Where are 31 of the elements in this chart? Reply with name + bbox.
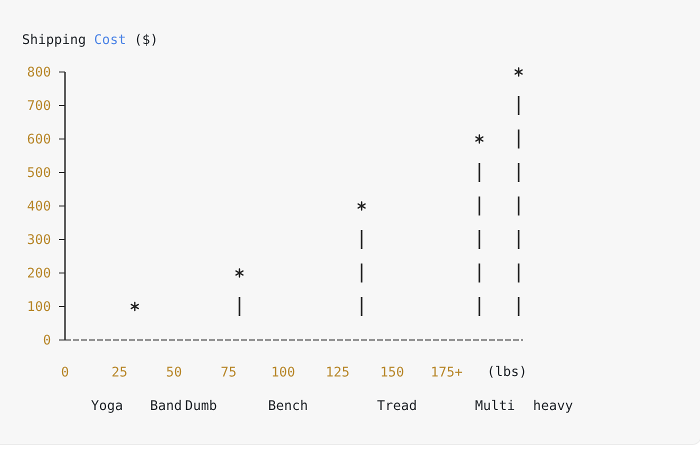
text: Tread <box>377 398 418 416</box>
x-tick-label: 75 <box>220 365 237 380</box>
y-tick-label: 700 <box>26 99 51 114</box>
y-tick-label: 400 <box>26 200 51 215</box>
point <box>235 268 244 278</box>
point <box>475 134 484 144</box>
text: Bench <box>268 398 308 416</box>
y-axis-title: Shipping Cost ($) <box>22 33 158 48</box>
x-tick-label: 125 <box>326 365 350 380</box>
x-tick-label: 25 <box>112 365 128 380</box>
y-tick-label: 0 <box>42 334 51 349</box>
y-tick-label: 600 <box>26 132 51 148</box>
x-tick-label: 100 <box>271 365 296 380</box>
x-tick-label: 0 <box>60 365 70 380</box>
text: Multi <box>475 398 516 416</box>
text: Dumb <box>185 398 218 416</box>
y-tick-label: 100 <box>26 300 51 316</box>
point <box>130 302 139 312</box>
y-tick-label: 800 <box>26 66 51 81</box>
text: Yoga <box>91 398 124 416</box>
y-tick-label: 500 <box>26 166 51 182</box>
point <box>514 67 523 77</box>
x-tick-label: 50 <box>166 365 182 380</box>
x-axis-title: (lbs) <box>487 364 528 382</box>
text: Band <box>150 398 182 416</box>
y-tick-label: 300 <box>26 233 51 248</box>
text: heavy <box>533 398 574 416</box>
point <box>357 201 366 211</box>
y-tick-label: 200 <box>26 266 51 282</box>
x-tick-label: 150 <box>380 365 404 380</box>
x-tick-label: 175+ <box>430 365 463 380</box>
